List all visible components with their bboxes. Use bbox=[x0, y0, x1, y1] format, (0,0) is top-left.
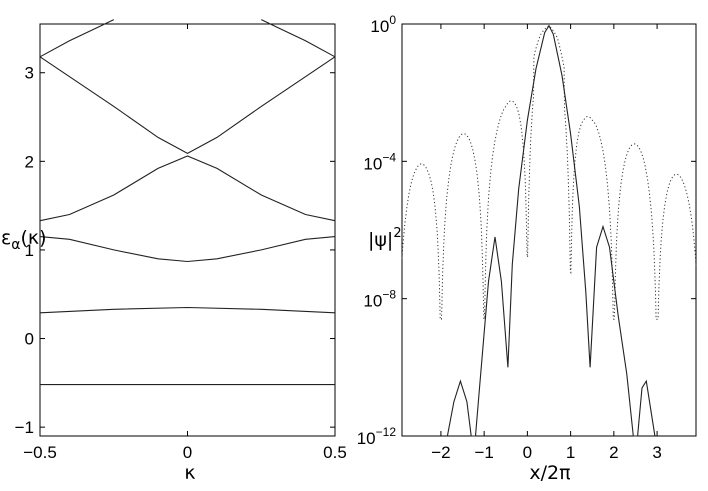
y-tick-label: 10−12 bbox=[357, 425, 397, 448]
left-band-curves bbox=[39, 19, 336, 386]
left-x-axis-label: κ bbox=[184, 462, 195, 484]
x-tick-label: 0 bbox=[523, 443, 532, 462]
wavefunction-solid-curve bbox=[446, 24, 656, 437]
band-curve-6 bbox=[261, 19, 336, 58]
x-tick-label: −2 bbox=[431, 443, 450, 462]
y-tick-label: 10−8 bbox=[363, 288, 396, 311]
left-y-axis-label: εα(κ) bbox=[1, 227, 47, 253]
y-tick-label: 1 bbox=[25, 241, 34, 260]
band-curve-5 bbox=[39, 19, 115, 58]
left-axis-ticks: −0.5 0 0.5 −1 0 1 2 3 bbox=[15, 24, 347, 462]
x-tick-label: 3 bbox=[652, 443, 661, 462]
y-tick-label: 3 bbox=[25, 64, 34, 83]
x-tick-label: 0 bbox=[183, 443, 192, 462]
x-tick-label: −1 bbox=[474, 443, 493, 462]
y-tick-label: 0 bbox=[25, 330, 34, 349]
right-axis-ticks: −2 −1 0 1 2 3 10−12 10−8 10−4 100 bbox=[357, 13, 696, 462]
right-y-axis-label: |ψ|2 bbox=[368, 226, 402, 251]
band-curve-3 bbox=[39, 155, 336, 222]
right-x-axis-label: x/2π bbox=[529, 462, 570, 484]
x-tick-label: 1 bbox=[566, 443, 575, 462]
right-wavefunction-curves bbox=[401, 24, 697, 437]
x-tick-label: 2 bbox=[609, 443, 618, 462]
wavefunction-dotted-curve bbox=[401, 25, 697, 320]
y-tick-label: 2 bbox=[25, 152, 34, 171]
left-panel-band-structure: −0.5 0 0.5 −1 0 1 2 3 κ εα(κ) bbox=[1, 19, 347, 484]
y-tick-label: 100 bbox=[370, 13, 396, 36]
right-panel-wavefunction: −2 −1 0 1 2 3 10−12 10−8 10−4 100 x/2π |ψ|2 bbox=[357, 13, 697, 484]
right-plot-frame bbox=[401, 23, 697, 437]
left-plot-frame bbox=[39, 23, 336, 437]
band-curve-4 bbox=[39, 56, 336, 155]
y-tick-label: 10−4 bbox=[363, 150, 396, 173]
y-tick-label: −1 bbox=[15, 418, 34, 437]
band-curve-2 bbox=[39, 236, 336, 263]
x-tick-label: −0.5 bbox=[23, 443, 57, 462]
band-curve-1 bbox=[39, 306, 336, 314]
x-tick-label: 0.5 bbox=[323, 443, 347, 462]
